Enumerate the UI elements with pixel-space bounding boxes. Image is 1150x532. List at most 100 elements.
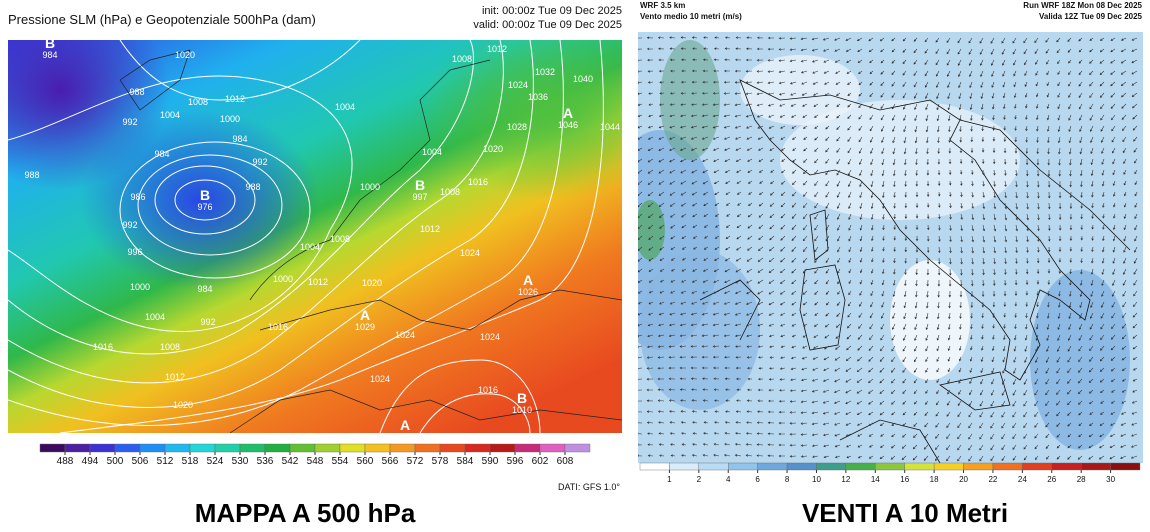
center-letter: A [563, 105, 573, 121]
colorbar-label: 500 [107, 456, 124, 467]
isobar-label: 1012 [487, 44, 507, 54]
isobar-label: 1020 [173, 400, 193, 410]
colorbar-label: 2 [697, 475, 702, 484]
isobar-label: 1024 [480, 332, 500, 342]
center-value: 1026 [518, 287, 538, 297]
colorbar-label: 24 [1018, 475, 1027, 484]
data-source: DATI: GFS 1.0° [558, 482, 620, 492]
colorbar-label: 12 [841, 475, 850, 484]
isobar-label: 1028 [507, 122, 527, 132]
colorbar-swatch [364, 443, 391, 453]
colorbar-label: 6 [755, 475, 760, 484]
center-letter: A [360, 307, 370, 323]
isobar-label: 1004 [335, 102, 355, 112]
colorbar-label: 584 [457, 456, 474, 467]
run-time: Run WRF 18Z Mon 08 Dec 2025 [1023, 1, 1142, 10]
colorbar-label: 560 [357, 456, 374, 467]
center-letter: A [523, 272, 533, 288]
valid-time: valid: 00:00z Tue 09 Dec 2025 [473, 19, 622, 31]
colorbar-swatch [39, 443, 66, 453]
colorbar-label: 602 [532, 456, 549, 467]
colorbar-label: 518 [182, 456, 199, 467]
isobar-label: 1024 [370, 374, 390, 384]
isobar-label: 1040 [573, 74, 593, 84]
colorbar-label: 4 [726, 475, 731, 484]
isobar-label: 1016 [268, 322, 288, 332]
isobar-label: 1032 [535, 67, 555, 77]
center-value: 976 [197, 202, 212, 212]
colorbar-swatch [845, 462, 876, 471]
colorbar-swatch [164, 443, 191, 453]
center-letter: B [45, 35, 55, 51]
colorbar-swatch [816, 462, 847, 471]
isobar-label: 1036 [528, 92, 548, 102]
colorbar-label: 10 [812, 475, 821, 484]
colorbar-label: 506 [132, 456, 149, 467]
isobar-label: 992 [252, 157, 267, 167]
colorbar-swatch [728, 462, 758, 471]
colorbar-swatch [139, 443, 166, 453]
colorbar-swatch [439, 443, 466, 453]
isobar-label: 1008 [330, 234, 350, 244]
colorbar-label: 1 [667, 475, 672, 484]
isobar-label: 992 [200, 317, 215, 327]
colorbar-swatch [339, 443, 366, 453]
center-letter: B [415, 177, 425, 193]
isobar-label: 984 [197, 284, 212, 294]
colorbar-swatch [639, 462, 670, 471]
isobar-label: 1012 [420, 224, 440, 234]
isobar-label: 1024 [460, 248, 480, 258]
isobar-label: 988 [24, 170, 39, 180]
isobar-label: 1004 [160, 110, 180, 120]
isobar-label: 996 [127, 247, 142, 257]
colorbar-label: 22 [988, 475, 997, 484]
isobar-label: 1012 [308, 277, 328, 287]
wind-map [638, 32, 1143, 463]
center-value: 997 [412, 192, 427, 202]
colorbar-label: 30 [1106, 475, 1115, 484]
isobar-label: 1024 [395, 330, 415, 340]
isobar-label: 1024 [508, 80, 528, 90]
colorbar-label: 572 [407, 456, 424, 467]
colorbar-swatch [114, 443, 141, 453]
colorbar-swatch [1110, 462, 1141, 471]
colorbar-label: 488 [57, 456, 74, 467]
model-name: WRF 3.5 km [640, 1, 685, 10]
caption: MAPPA A 500 hPa [195, 498, 416, 527]
isobar-label: 1004 [145, 312, 165, 322]
colorbar-label: 14 [871, 475, 880, 484]
isobar-label: 1016 [478, 385, 498, 395]
colorbar-swatch [489, 443, 516, 453]
colorbar-label: 16 [900, 475, 909, 484]
colorbar-swatch [1051, 462, 1082, 471]
colorbar-swatch [992, 462, 1023, 471]
colorbar-swatch [289, 443, 316, 453]
colorbar-label: 524 [207, 456, 224, 467]
isobar-label: 1012 [225, 94, 245, 104]
isobar-label: 1020 [175, 50, 195, 60]
colorbar-swatch [564, 443, 591, 453]
colorbar-swatch [698, 462, 729, 471]
colorbar-label: 8 [785, 475, 790, 484]
colorbar-swatch [1022, 462, 1052, 471]
isobar-label: 1000 [360, 182, 380, 192]
colorbar-swatch [933, 462, 964, 471]
colorbar-label: 596 [507, 456, 524, 467]
isobar-label: 986 [130, 192, 145, 202]
colorbar-swatch [89, 443, 116, 453]
isobar-label: 984 [154, 149, 169, 159]
colorbar-swatch [264, 443, 291, 453]
center-letter: B [517, 390, 527, 406]
isobar-label: 1016 [93, 342, 113, 352]
valid-time: Valida 12Z Tue 09 Dec 2025 [1039, 12, 1143, 21]
colorbar-swatch [314, 443, 341, 453]
colorbar-label: 494 [82, 456, 99, 467]
center-value: 984 [42, 50, 57, 60]
isobar-label: 1020 [483, 144, 503, 154]
isobar-label: 988 [129, 87, 144, 97]
colorbar-label: 536 [257, 456, 274, 467]
colorbar-label: 548 [307, 456, 324, 467]
isobar-label: 1000 [220, 114, 240, 124]
colorbar-swatch [514, 443, 541, 453]
isobar-label: 1016 [468, 177, 488, 187]
